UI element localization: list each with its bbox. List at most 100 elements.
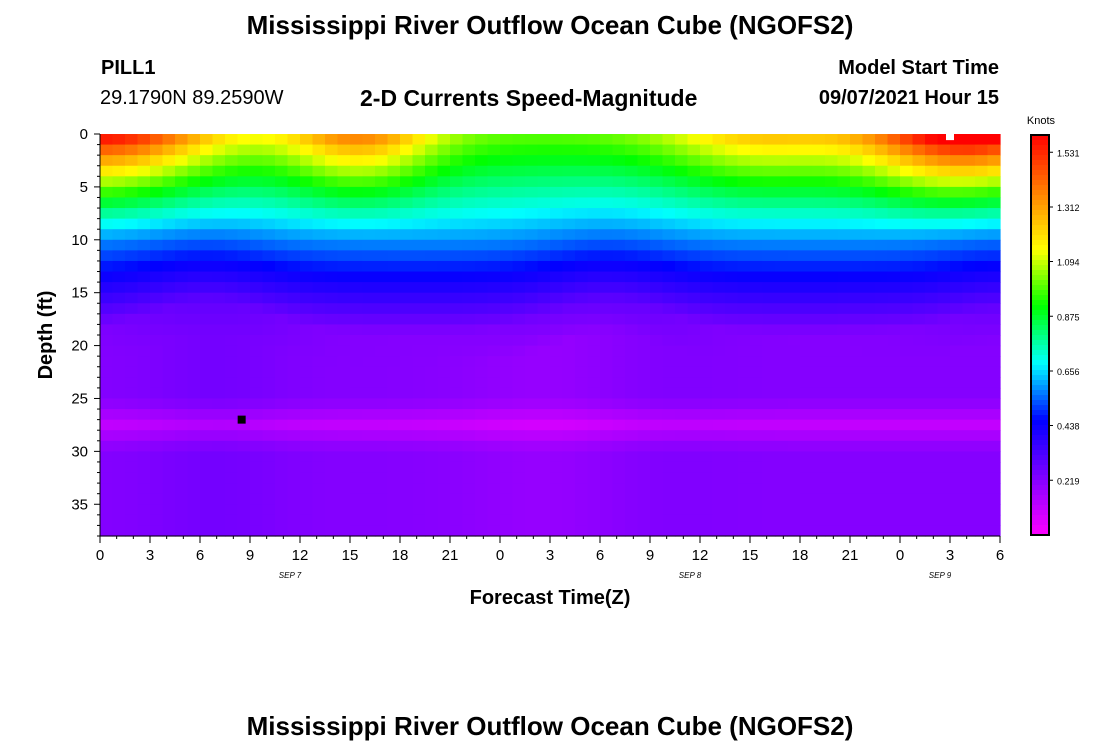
heatmap-cell	[175, 239, 189, 251]
heatmap-cell	[550, 165, 564, 177]
heatmap-cell	[900, 398, 914, 410]
heatmap-cell	[825, 461, 839, 474]
heatmap-cell	[762, 398, 776, 410]
heatmap-cell	[675, 250, 689, 262]
heatmap-cell	[250, 208, 264, 220]
heatmap-cell	[175, 144, 189, 156]
heatmap-cell	[750, 144, 764, 156]
heatmap-cell	[812, 387, 826, 400]
heatmap-cell	[587, 472, 601, 484]
heatmap-cell	[462, 271, 476, 283]
heatmap-cell	[337, 186, 351, 199]
heatmap-cell	[162, 218, 176, 230]
heatmap-cell	[100, 366, 114, 378]
heatmap-cell	[512, 165, 526, 177]
heatmap-cell	[162, 525, 176, 537]
heatmap-cell	[937, 335, 951, 347]
heatmap-cell	[237, 218, 251, 230]
heatmap-cell	[987, 440, 1001, 452]
heatmap-cell	[637, 165, 651, 177]
heatmap-cell	[662, 451, 676, 463]
heatmap-cell	[312, 165, 326, 177]
heatmap-cell	[325, 377, 339, 389]
heatmap-cell	[300, 430, 314, 442]
colorbar-segment	[1031, 390, 1049, 396]
heatmap-cell	[475, 525, 489, 537]
heatmap-cell	[500, 493, 514, 505]
heatmap-cell	[600, 366, 614, 378]
heatmap-cell	[125, 440, 139, 452]
colorbar-segment	[1031, 485, 1049, 491]
heatmap-cell	[162, 186, 176, 199]
heatmap-cell	[762, 282, 776, 294]
heatmap-cell	[362, 493, 376, 505]
heatmap-cell	[550, 313, 564, 326]
heatmap-cell	[287, 493, 301, 505]
heatmap-cell	[925, 197, 939, 209]
heatmap-cell	[875, 387, 889, 400]
heatmap-cell	[475, 514, 489, 527]
heatmap-cell	[450, 176, 464, 188]
heatmap-cell	[737, 282, 751, 294]
heatmap-cell	[325, 483, 339, 495]
heatmap-cell	[212, 430, 226, 442]
heatmap-cell	[462, 440, 476, 452]
heatmap-cell	[387, 197, 401, 209]
heatmap-cell	[525, 313, 539, 326]
heatmap-cell	[550, 493, 564, 505]
heatmap-cell	[587, 250, 601, 262]
heatmap-cell	[425, 377, 439, 389]
heatmap-cell	[387, 155, 401, 167]
heatmap-cell	[937, 186, 951, 199]
heatmap-cell	[675, 387, 689, 400]
heatmap-cell	[850, 493, 864, 505]
heatmap-cell	[375, 345, 389, 357]
heatmap-cell	[962, 292, 976, 304]
heatmap-cell	[750, 461, 764, 474]
heatmap-cell	[762, 472, 776, 484]
heatmap-cell	[537, 134, 551, 146]
heatmap-cell	[150, 165, 164, 177]
heatmap-cell	[400, 134, 414, 146]
heatmap-cell	[462, 155, 476, 167]
heatmap-cell	[837, 514, 851, 527]
heatmap-cell	[287, 356, 301, 368]
heatmap-cell	[537, 451, 551, 463]
heatmap-cell	[625, 472, 639, 484]
heatmap-cell	[912, 134, 926, 146]
heatmap-cell	[237, 260, 251, 273]
heatmap-cell	[150, 430, 164, 442]
heatmap-cell	[575, 313, 589, 326]
colorbar-segment	[1031, 220, 1049, 226]
heatmap-cell	[400, 324, 414, 336]
heatmap-cell	[675, 345, 689, 357]
heatmap-cell	[512, 461, 526, 474]
heatmap-cell	[537, 282, 551, 294]
heatmap-cell	[950, 514, 964, 527]
heatmap-cell	[950, 335, 964, 347]
heatmap-cell	[162, 504, 176, 516]
heatmap-cell	[300, 292, 314, 304]
heatmap-cell	[787, 514, 801, 527]
heatmap-cell	[712, 271, 726, 283]
heatmap-cell	[712, 134, 726, 146]
heatmap-cell	[612, 514, 626, 527]
heatmap-cell	[237, 335, 251, 347]
heatmap-cell	[662, 229, 676, 241]
heatmap-cell	[700, 356, 714, 368]
heatmap-cell	[587, 134, 601, 146]
heatmap-cell	[775, 398, 789, 410]
heatmap-cell	[812, 324, 826, 336]
heatmap-cell	[787, 176, 801, 188]
heatmap-cell	[800, 303, 814, 315]
heatmap-cell	[475, 398, 489, 410]
heatmap-cell	[812, 483, 826, 495]
heatmap-cell	[387, 461, 401, 474]
heatmap-cell	[337, 165, 351, 177]
heatmap-cell	[512, 493, 526, 505]
heatmap-cell	[975, 335, 989, 347]
heatmap-cell	[500, 472, 514, 484]
heatmap-cell	[262, 208, 276, 220]
heatmap-cell	[862, 398, 876, 410]
heatmap-cell	[225, 345, 239, 357]
